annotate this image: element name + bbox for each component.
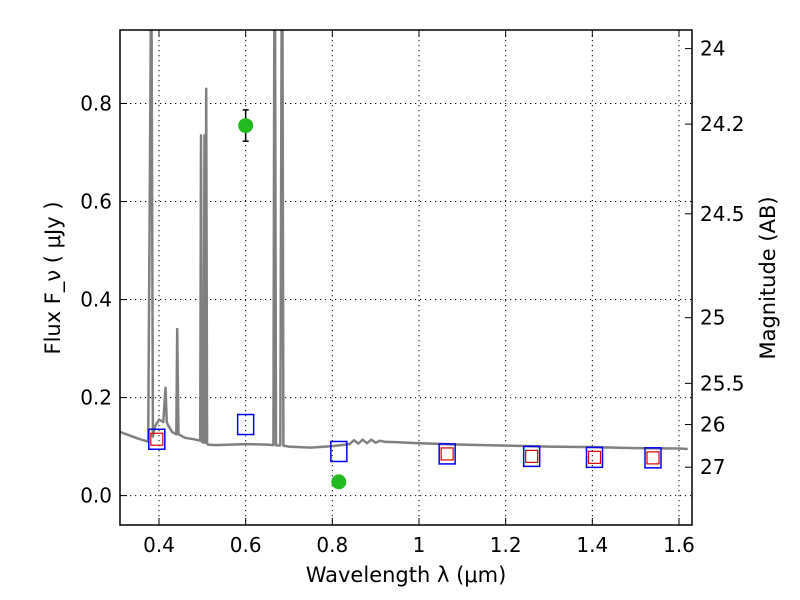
model-photometry-point [148,428,166,450]
x-tick-label: 1.6 [663,533,695,557]
y-tick-label: 0.6 [80,190,112,214]
right-tick-label: 24.5 [700,202,745,226]
secondary-photometry-point [525,449,539,463]
model-photometry-point [585,446,604,469]
right-tick-label: 27 [700,455,725,479]
y-tick-label: 0.2 [80,386,112,410]
right-tick-label: 25.5 [700,371,745,395]
right-tick-label: 24.2 [700,112,745,136]
plot-area [120,30,688,490]
right-tick-label: 26 [700,413,725,437]
model-photometry-point [236,413,255,436]
model-spectrum-line [120,30,688,451]
y-tick-label: 0.8 [80,92,112,116]
x-tick-label: 1 [413,533,426,557]
y-tick-label: 0.0 [80,484,112,508]
grid [120,30,692,525]
x-tick-label: 1.2 [490,533,522,557]
secondary-photometry-point [440,447,454,461]
x-axis-label: Wavelength λ (μm) [306,563,507,587]
observed-point [238,118,254,134]
y-tick-label: 0.4 [80,288,112,312]
x-tick-label: 0.8 [316,533,348,557]
observed-point [331,474,347,490]
right-tick-label: 24 [700,37,725,61]
y-axis-label: Flux F_ν ( μJy ) [41,201,66,354]
model-photometry-point [522,445,541,468]
model-photometry-point [330,440,348,463]
axes: 0.4 0.6 0.8 1 1.2 1.4 1.6 0.0 0.2 0.4 0.6 0.8 24 24.2… [80,30,745,557]
secondary-photometry-point [646,451,660,465]
x-tick-label: 0.6 [230,533,262,557]
right-tick-label: 25 [700,306,725,330]
plot-frame [119,29,693,526]
secondary-photometry-point [150,432,164,446]
right-axis-label: Magnitude (AB) [756,196,780,359]
x-tick-label: 0.4 [143,533,175,557]
model-photometry-point [438,443,456,465]
x-tick-label: 1.4 [576,533,608,557]
model-photometry-point [644,447,662,469]
secondary-photometry-point [587,450,602,464]
